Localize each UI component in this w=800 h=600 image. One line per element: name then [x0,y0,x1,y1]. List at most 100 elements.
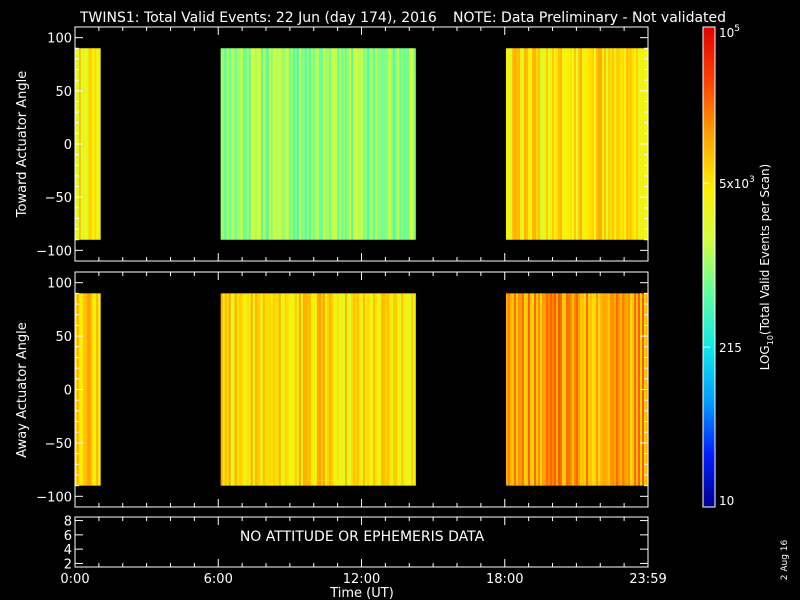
heatmap-column [609,293,613,486]
heatmap-column [334,48,338,240]
heatmap-column [82,48,86,240]
y-tick-label: 4 [64,543,72,558]
heatmap-column [371,48,374,240]
heatmap-column [587,293,591,486]
y-tick-label: −50 [45,437,72,452]
heatmap-column [280,48,284,240]
heatmap-column [298,48,302,240]
heatmap-column [593,48,597,240]
heatmap-column [407,48,410,240]
heatmap-column [523,293,527,486]
heatmap-column [314,48,318,240]
heatmap-column [292,293,296,486]
heatmap-column [515,293,519,486]
heatmap-column [549,293,553,486]
heatmap-column [246,293,250,486]
heatmap-column [228,48,232,240]
heatmap-column [260,293,264,486]
heatmap-column [573,48,577,240]
heatmap-column [88,293,92,486]
heatmap-column [613,48,617,240]
heatmap-column [288,48,292,240]
generation-date-stamp: 2 Aug 16 [780,539,790,580]
heatmap-column [385,48,388,240]
heatmap-column [521,48,525,240]
heatmap-column [84,48,88,240]
heatmap-column [535,48,539,240]
heatmap-column [357,48,360,240]
heatmap-column [318,48,322,240]
heatmap-column [343,48,346,240]
heatmap-column [240,293,244,486]
heatmap-column [607,293,611,486]
heatmap-column [338,293,342,486]
heatmap-column [553,48,557,240]
heatmap-column [336,293,340,486]
colorbar-label-text: (Total Valid Events per Scan) [758,164,772,335]
heatmap-column [581,293,585,486]
heatmap-column [527,48,531,240]
heatmap-column [537,48,541,240]
heatmap-column [324,293,328,486]
heatmap-column [222,293,226,486]
heatmap-column [375,48,378,240]
heatmap-column [411,48,414,240]
heatmap-column [326,48,330,240]
heatmap-column [320,293,324,486]
heatmap-column [284,48,288,240]
heatmap-column [395,48,398,240]
heatmap-column [387,48,390,240]
heatmap-column [351,48,354,240]
heatmap-column [252,293,256,486]
heatmap-column [389,293,392,486]
heatmap-column [573,293,577,486]
heatmap-column [82,293,86,486]
heatmap-column [334,293,338,486]
y-axis-label: Toward Actuator Angle [15,71,30,218]
heatmap-column [355,293,358,486]
heatmap-column [258,48,262,240]
heatmap-column [98,293,101,486]
x-tick-label: 12:00 [343,572,380,587]
heatmap-column [567,48,571,240]
heatmap-column [367,293,370,486]
heatmap-column [539,48,543,240]
heatmap-column [587,48,591,240]
x-axis-tick-labels: 0:00 6:00 12:00 18:00 23:59 [60,572,666,587]
heatmap-column [545,48,549,240]
heatmap-column [527,293,531,486]
heatmap-column [336,48,340,240]
heatmap-column [517,293,521,486]
heatmap-column [94,48,97,240]
heatmap-column [405,293,408,486]
heatmap-column [349,293,352,486]
heatmap-column [515,48,519,240]
heatmap-column [252,48,256,240]
heatmap-column [286,48,290,240]
y-tick-label: −100 [36,244,72,259]
heatmap-column [521,293,525,486]
heatmap-column [561,293,565,486]
heatmap-column [322,293,326,486]
heatmap-column [375,293,378,486]
heatmap-column [322,48,326,240]
heatmap-column [581,48,585,240]
colorbar-label: LOG10(Total Valid Events per Scan) [758,164,775,371]
heatmap-column [575,293,579,486]
heatmap-column [220,293,224,486]
heatmap-column [256,48,260,240]
heatmap-column [379,48,382,240]
heatmap-column [282,293,286,486]
heatmap-column [367,48,370,240]
heatmap-column [262,293,266,486]
heatmap-column [619,48,623,240]
heatmap-column [397,293,400,486]
heatmap-column [300,293,304,486]
heatmap-column [278,48,282,240]
colorbar-tick-label: 215 [719,341,742,355]
heatmap-column [507,293,511,486]
heatmap-column [577,48,581,240]
heatmap-column [244,48,248,240]
heatmap-column [290,48,294,240]
heatmap-column [391,293,394,486]
